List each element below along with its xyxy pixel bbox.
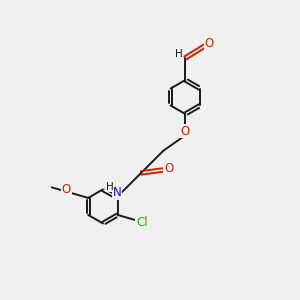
Text: O: O [164, 162, 173, 175]
Text: O: O [204, 37, 214, 50]
Text: N: N [113, 186, 122, 199]
Text: H: H [106, 182, 113, 192]
Text: Cl: Cl [136, 216, 148, 229]
Text: H: H [175, 50, 183, 59]
Text: O: O [181, 124, 190, 138]
Text: O: O [62, 183, 71, 196]
